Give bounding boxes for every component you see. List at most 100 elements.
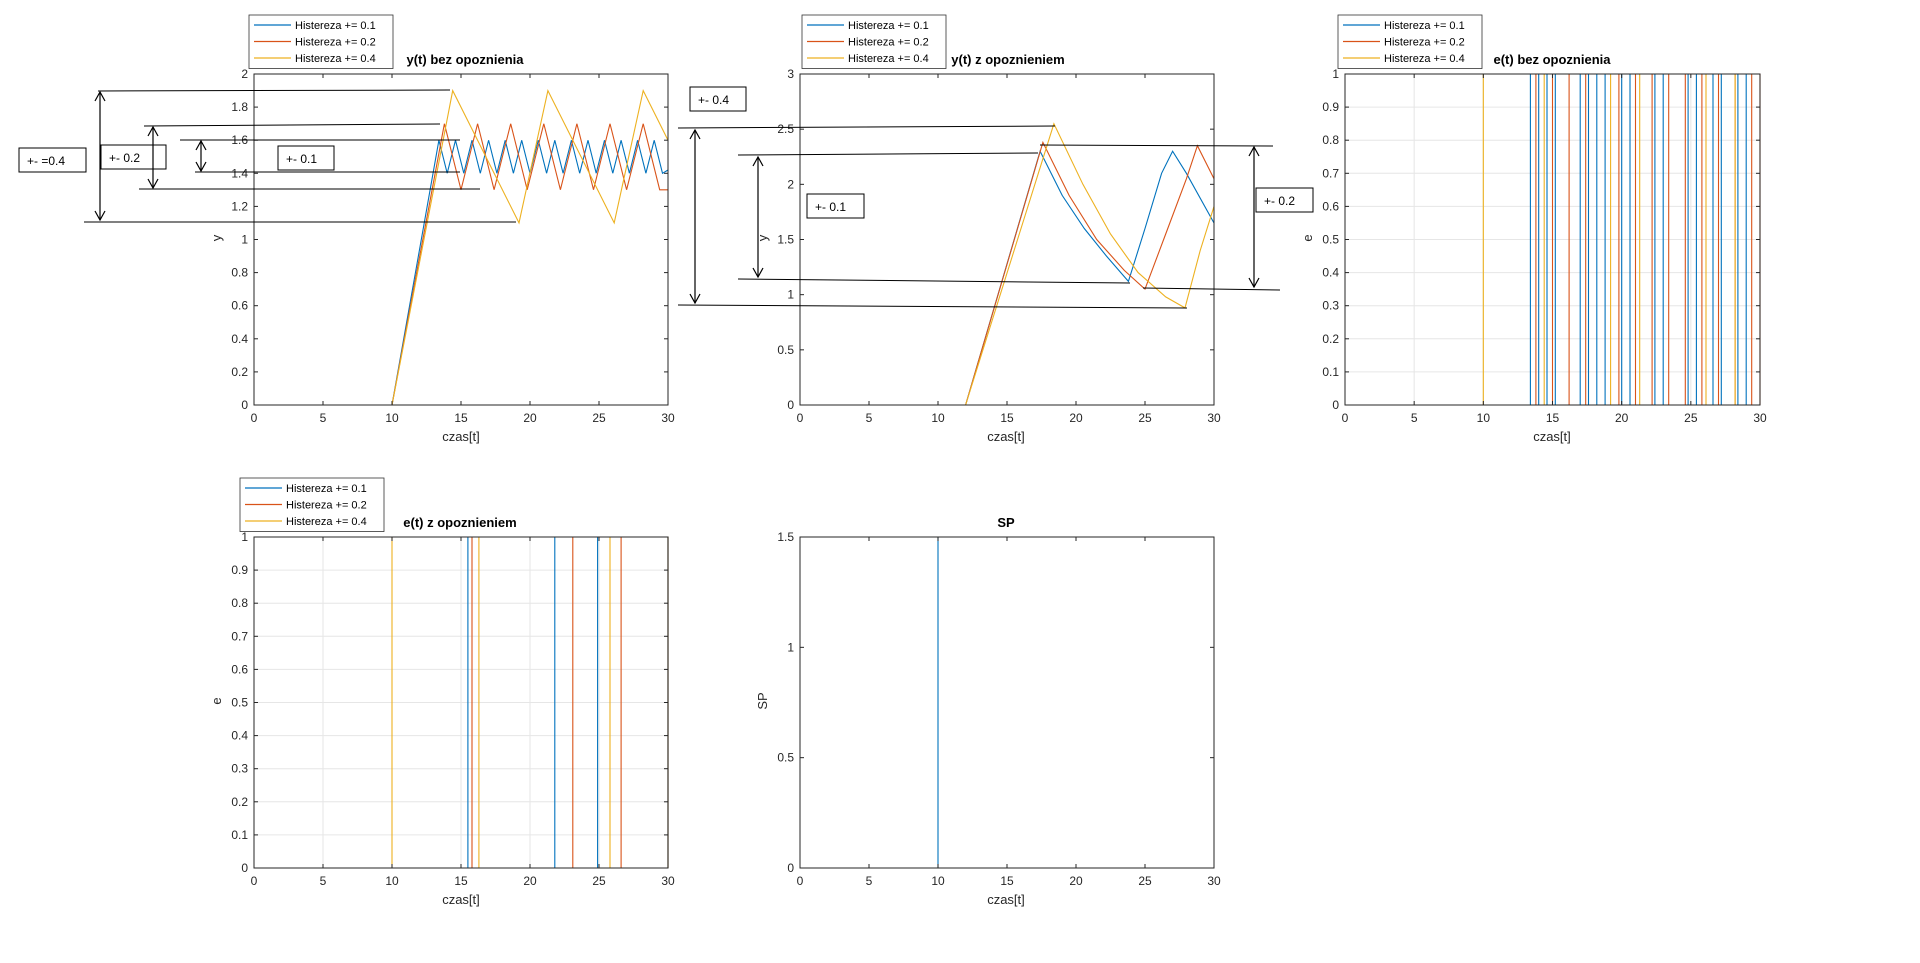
arrowhead bbox=[195, 161, 207, 173]
annotation-box bbox=[806, 193, 865, 219]
annotation-text: +- 0.1 bbox=[815, 200, 846, 214]
chart-e-z-opoznieniem: e(t) z opoznieniem czas[t] e 0 5 10 15 20 25 3… bbox=[209, 477, 675, 907]
legend-label: Histereza += 0.1 bbox=[295, 20, 376, 32]
annotation-text: +- 0.2 bbox=[109, 151, 140, 165]
y-tick-label: 0.1 bbox=[231, 828, 248, 842]
arrowhead bbox=[689, 293, 701, 305]
chart-title: y(t) bez opoznienia bbox=[407, 52, 525, 67]
y-tick-label: 0.4 bbox=[1322, 266, 1339, 280]
legend-label: Histereza += 0.2 bbox=[1384, 37, 1465, 49]
x-tick-label: 20 bbox=[523, 874, 537, 888]
annotation-box bbox=[1255, 187, 1314, 213]
y-axis-label: y bbox=[755, 234, 770, 241]
y-tick-label: 0.5 bbox=[231, 696, 248, 710]
y-tick-label: 0.8 bbox=[1322, 133, 1339, 147]
x-tick-label: 20 bbox=[1615, 411, 1629, 425]
x-axis-label: czas[t] bbox=[1533, 429, 1571, 444]
y-tick-label: 0.9 bbox=[231, 563, 248, 577]
y-tick-label: 1.4 bbox=[231, 166, 248, 180]
x-tick-label: 30 bbox=[661, 411, 675, 425]
x-tick-label: 15 bbox=[454, 874, 468, 888]
x-tick-label: 10 bbox=[385, 874, 399, 888]
x-axis-label: czas[t] bbox=[987, 892, 1025, 907]
legend-label: Histereza += 0.4 bbox=[848, 53, 929, 65]
y-tick-label: 3 bbox=[787, 67, 794, 81]
arrowhead bbox=[147, 178, 159, 190]
annotation-line bbox=[737, 152, 1039, 156]
legend-label: Histereza += 0.4 bbox=[295, 53, 376, 65]
x-tick-label: 15 bbox=[1000, 411, 1014, 425]
arrowhead bbox=[689, 128, 701, 140]
x-axis-label: czas[t] bbox=[987, 429, 1025, 444]
x-tick-label: 10 bbox=[931, 411, 945, 425]
annotation-box bbox=[277, 145, 335, 171]
y-tick-label: 0.5 bbox=[1322, 233, 1339, 247]
x-tick-label: 25 bbox=[592, 411, 606, 425]
x-tick-label: 20 bbox=[523, 411, 537, 425]
annotation-line bbox=[677, 304, 1188, 309]
x-tick-label: 30 bbox=[1753, 411, 1767, 425]
y-tick-label: 0 bbox=[787, 398, 794, 412]
plot-area bbox=[800, 74, 1214, 405]
arrowhead bbox=[752, 267, 764, 279]
y-tick-label: 0.6 bbox=[1322, 199, 1339, 213]
y-tick-label: 0.7 bbox=[231, 629, 248, 643]
x-tick-label: 20 bbox=[1069, 874, 1083, 888]
x-tick-label: 15 bbox=[454, 411, 468, 425]
arrowhead bbox=[94, 90, 106, 102]
annotation-box bbox=[100, 144, 167, 170]
y-tick-label: 0 bbox=[787, 861, 794, 875]
x-tick-label: 25 bbox=[1138, 411, 1152, 425]
x-axis-label: czas[t] bbox=[442, 429, 480, 444]
y-tick-label: 0 bbox=[241, 861, 248, 875]
x-tick-label: 15 bbox=[1000, 874, 1014, 888]
arrowhead bbox=[752, 155, 764, 167]
annotation-line bbox=[1142, 287, 1281, 291]
annotation-line bbox=[677, 125, 1056, 129]
x-tick-label: 5 bbox=[866, 411, 873, 425]
y-tick-label: 0.8 bbox=[231, 266, 248, 280]
x-tick-label: 10 bbox=[385, 411, 399, 425]
y-tick-label: 1.8 bbox=[231, 100, 248, 114]
y-axis-label: e bbox=[209, 697, 224, 704]
legend: Histereza += 0.1 Histereza += 0.2 Histerez… bbox=[801, 14, 947, 69]
arrowhead bbox=[147, 125, 159, 137]
series-line bbox=[254, 140, 669, 406]
y-tick-label: 0.4 bbox=[231, 729, 248, 743]
y-tick-label: 0 bbox=[241, 398, 248, 412]
y-axis-label: SP bbox=[755, 692, 770, 709]
y-tick-label: 0 bbox=[1332, 398, 1339, 412]
legend: Histereza += 0.1 Histereza += 0.2 Histerez… bbox=[1337, 14, 1483, 69]
y-tick-label: 0.2 bbox=[1322, 332, 1339, 346]
x-tick-label: 5 bbox=[1411, 411, 1418, 425]
x-tick-label: 25 bbox=[592, 874, 606, 888]
y-tick-label: 0.5 bbox=[777, 343, 794, 357]
legend-label: Histereza += 0.2 bbox=[295, 37, 376, 49]
x-tick-label: 25 bbox=[1684, 411, 1698, 425]
y-tick-label: 0.6 bbox=[231, 662, 248, 676]
y-tick-label: 0.2 bbox=[231, 795, 248, 809]
legend: Histereza += 0.1 Histereza += 0.2 Histerez… bbox=[239, 477, 385, 532]
legend-label: Histereza += 0.1 bbox=[286, 483, 367, 495]
y-axis-label: e bbox=[1300, 234, 1315, 241]
legend-label: Histereza += 0.2 bbox=[286, 500, 367, 512]
y-tick-label: 2 bbox=[241, 67, 248, 81]
legend-label: Histereza += 0.2 bbox=[848, 37, 929, 49]
legend-label: Histereza += 0.4 bbox=[1384, 53, 1465, 65]
y-tick-label: 1 bbox=[787, 640, 794, 654]
x-tick-label: 0 bbox=[797, 874, 804, 888]
x-tick-label: 10 bbox=[1477, 411, 1491, 425]
chart-sp: SP czas[t] SP 0 5 10 15 20 25 30 0 0.5 1 1.5 bbox=[755, 515, 1221, 907]
annotation-text: +- 0.4 bbox=[698, 93, 729, 107]
y-axis-label: y bbox=[209, 234, 224, 241]
y-tick-label: 1.5 bbox=[777, 530, 794, 544]
x-tick-label: 30 bbox=[661, 874, 675, 888]
x-tick-label: 0 bbox=[251, 874, 258, 888]
y-tick-label: 1.5 bbox=[777, 233, 794, 247]
chart-title: SP bbox=[997, 515, 1015, 530]
x-tick-label: 0 bbox=[251, 411, 258, 425]
annotation-line bbox=[1039, 144, 1274, 147]
series-line bbox=[800, 122, 1215, 406]
arrowhead bbox=[195, 139, 207, 151]
x-tick-label: 20 bbox=[1069, 411, 1083, 425]
